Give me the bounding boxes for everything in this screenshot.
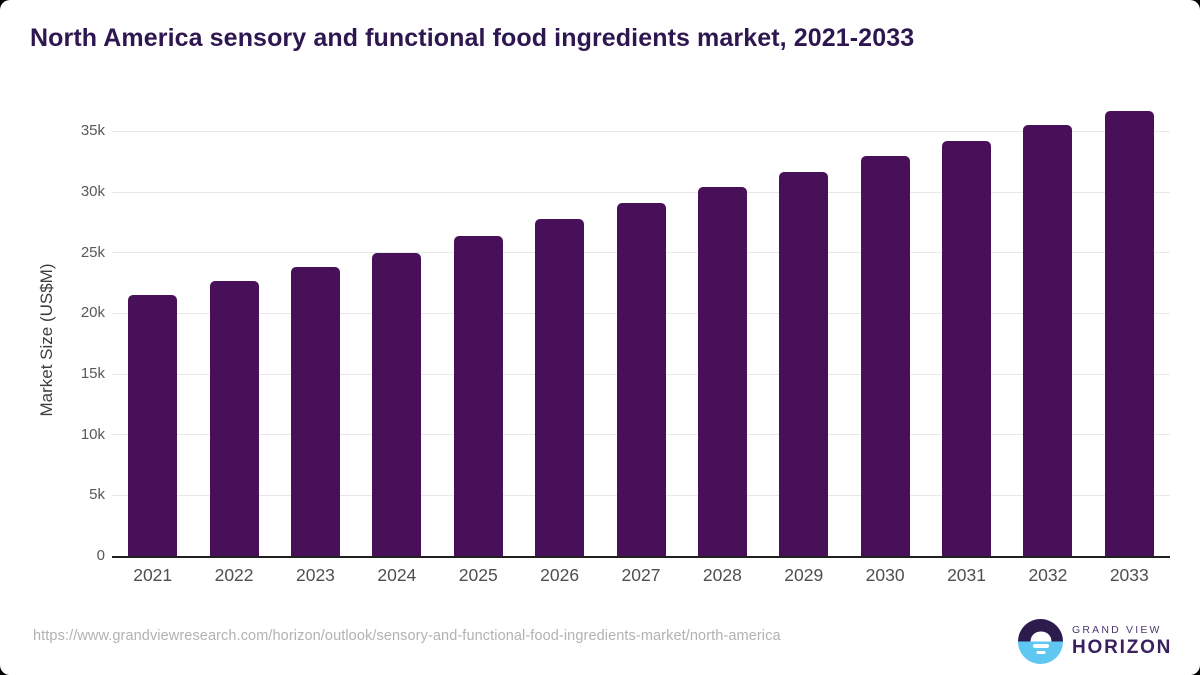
y-tick-label-30k: 30k	[80, 183, 105, 201]
y-tick-label-20k: 20k	[80, 304, 105, 322]
x-tick-label-2022: 2022	[214, 565, 254, 585]
chart-title: North America sensory and functional foo…	[30, 24, 915, 52]
y-tick-label-0: 0	[96, 547, 105, 564]
y-axis-ticks: 0 5k 10k 15k 20k 25k 30k 35k	[25, 95, 105, 564]
logo-text-horizon: HORIZON	[1072, 637, 1173, 658]
grand-view-horizon-logo: GRAND VIEW HORIZON	[1018, 619, 1172, 664]
source-url: https://www.grandviewresearch.com/horizo…	[33, 628, 781, 644]
x-tick-label-2023: 2023	[295, 565, 335, 585]
bar-2029	[779, 172, 829, 556]
y-tick-label-10k: 10k	[80, 425, 105, 443]
x-tick-label-2027: 2027	[621, 565, 661, 585]
x-tick-label-2028: 2028	[702, 565, 742, 585]
logo-text: GRAND VIEW HORIZON	[1072, 624, 1172, 659]
bar-2027	[616, 202, 666, 556]
bar-2026	[535, 219, 585, 556]
x-tick-label-2032: 2032	[1028, 565, 1068, 585]
bar-2024	[372, 252, 422, 556]
sun-notch-shape	[1030, 631, 1051, 642]
horizon-sun-icon	[1018, 619, 1063, 664]
bar-2021	[128, 295, 178, 556]
x-tick-label-2030: 2030	[865, 565, 905, 585]
y-tick-label-25k: 25k	[80, 243, 105, 261]
reflection-bar-1	[1032, 644, 1049, 648]
gridline-30k	[112, 191, 1170, 193]
y-tick-label-15k: 15k	[80, 365, 105, 383]
x-tick-label-2024: 2024	[377, 565, 417, 585]
y-tick-label-5k: 5k	[89, 486, 105, 504]
y-tick-label-35k: 35k	[80, 122, 105, 140]
x-tick-label-2026: 2026	[540, 565, 580, 585]
logo-text-grand-view: GRAND VIEW	[1072, 624, 1162, 636]
x-tick-label-2025: 2025	[458, 565, 498, 585]
x-tick-label-2029: 2029	[784, 565, 824, 585]
x-axis-ticks: 2021 2022 2023 2024 2025 2026 2027 2028 2029 2030…	[112, 565, 1170, 593]
plot-area	[112, 95, 1170, 558]
gridline-35k	[112, 130, 1170, 132]
bar-2028	[697, 187, 747, 556]
bar-2031	[942, 140, 992, 556]
bar-2033	[1104, 111, 1154, 556]
bar-2030	[860, 155, 910, 556]
bar-2022	[209, 281, 259, 556]
x-tick-label-2021: 2021	[133, 565, 173, 585]
bar-2032	[1023, 125, 1073, 556]
bar-2025	[453, 235, 503, 556]
bar-2023	[290, 267, 340, 556]
reflection-bar-2	[1036, 650, 1045, 654]
x-tick-label-2031: 2031	[947, 565, 986, 585]
x-tick-label-2033: 2033	[1109, 565, 1149, 585]
